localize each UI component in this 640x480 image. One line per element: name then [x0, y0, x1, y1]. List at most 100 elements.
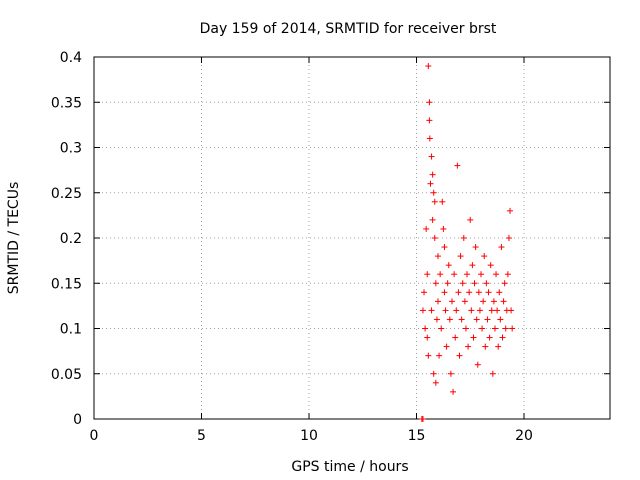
- data-point: [446, 316, 453, 323]
- data-point: [457, 253, 464, 260]
- data-point: [451, 271, 458, 278]
- data-point: [494, 307, 501, 314]
- data-point: [419, 416, 426, 422]
- data-point: [429, 171, 436, 178]
- data-point: [509, 325, 516, 332]
- data-point: [456, 352, 463, 359]
- x-tick-label: 0: [90, 428, 99, 444]
- data-point: [431, 235, 438, 241]
- data-point: [483, 280, 490, 287]
- data-point: [435, 298, 441, 305]
- data-point: [423, 225, 430, 232]
- data-point: [495, 343, 502, 350]
- data-point: [469, 262, 476, 269]
- plot-frame: [93, 56, 611, 420]
- data-point: [496, 289, 503, 296]
- data-point: [437, 271, 444, 278]
- data-point: [479, 325, 486, 332]
- data-point: [447, 370, 454, 377]
- x-tick-label: 5: [197, 428, 206, 444]
- data-point: [430, 370, 437, 377]
- data-point: [488, 307, 495, 314]
- data-point: [441, 289, 448, 296]
- data-point: [430, 189, 437, 196]
- data-point: [500, 298, 507, 305]
- y-tick-label: 0.35: [51, 95, 82, 111]
- data-point: [482, 343, 489, 350]
- data-point: [441, 244, 448, 251]
- data-point: [467, 216, 474, 223]
- data-point: [504, 271, 511, 278]
- data-point: [432, 379, 439, 386]
- y-tick-label: 0.3: [60, 141, 82, 157]
- data-point: [444, 280, 451, 287]
- data-point: [426, 117, 433, 124]
- data-point: [424, 334, 431, 341]
- data-point: [468, 307, 475, 314]
- data-point: [470, 334, 477, 341]
- data-point: [466, 289, 473, 296]
- x-tick-label: 10: [300, 428, 318, 444]
- data-point: [453, 307, 460, 314]
- data-point: [508, 307, 515, 314]
- data-point: [491, 325, 498, 332]
- data-point: [425, 63, 432, 70]
- y-tick-label: 0.25: [51, 186, 82, 202]
- data-point: [484, 316, 491, 323]
- data-point: [419, 307, 426, 314]
- x-tick-label: 15: [408, 428, 426, 444]
- data-point: [462, 325, 469, 332]
- data-point: [450, 388, 457, 395]
- data-point: [455, 289, 462, 296]
- data-point: [480, 298, 487, 305]
- data-point: [422, 325, 429, 332]
- data-point: [436, 352, 443, 359]
- data-point: [445, 262, 452, 269]
- data-point: [465, 343, 472, 350]
- data-point: [440, 225, 447, 232]
- data-point: [443, 343, 450, 350]
- data-point: [459, 280, 466, 287]
- data-point: [458, 316, 465, 323]
- data-point: [507, 207, 514, 214]
- data-point: [490, 298, 497, 305]
- data-point: [472, 244, 479, 251]
- data-point: [461, 298, 468, 305]
- data-point: [501, 280, 508, 287]
- y-tick-label: 0.2: [60, 231, 82, 247]
- data-point: [478, 271, 484, 278]
- data-point: [474, 361, 481, 368]
- data-point: [460, 235, 467, 241]
- data-point: [431, 198, 438, 205]
- data-point: [471, 280, 478, 287]
- axis-ticks: 0 5 10 15 20 0 0.05 0.1 0.15 0.2 0.25 0.3 0.35 0.4: [51, 50, 610, 444]
- y-tick-label: 0.05: [51, 367, 82, 383]
- data-point: [452, 334, 459, 341]
- data-point: [486, 334, 493, 341]
- data-point: [421, 289, 428, 296]
- x-axis-label: GPS time / hours: [291, 459, 408, 475]
- data-point: [425, 352, 432, 359]
- data-point: [473, 316, 480, 323]
- data-point: [475, 289, 482, 296]
- data-point: [429, 216, 436, 223]
- data-point: [442, 307, 449, 314]
- data-point: [493, 271, 500, 278]
- data-point: [432, 280, 439, 287]
- data-point: [499, 334, 506, 341]
- data-point: [498, 244, 505, 251]
- data-point: [428, 307, 435, 314]
- data-point: [464, 271, 471, 278]
- y-tick-label: 0: [73, 412, 82, 428]
- y-tick-label: 0.4: [60, 50, 82, 66]
- data-point: [435, 253, 441, 260]
- data-point: [476, 307, 483, 314]
- x-tick-label: 20: [515, 428, 533, 444]
- chart-title: Day 159 of 2014, SRMTID for receiver brs…: [200, 21, 497, 37]
- data-point: [438, 325, 445, 332]
- data-point: [454, 162, 461, 169]
- grid: [94, 57, 610, 419]
- data-point: [439, 198, 446, 205]
- data-point: [489, 370, 496, 377]
